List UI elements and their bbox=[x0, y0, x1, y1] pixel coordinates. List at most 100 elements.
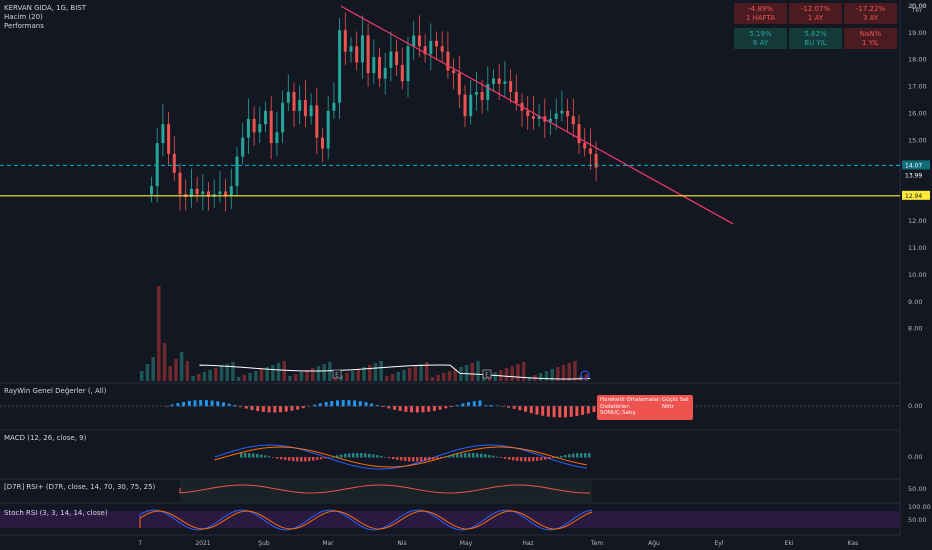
macd-histogram-bar bbox=[340, 454, 343, 458]
candle-body bbox=[383, 67, 387, 79]
raywin-bar bbox=[273, 406, 277, 413]
raywin-bar bbox=[336, 400, 339, 407]
raywin-bar bbox=[353, 400, 357, 407]
time-label-5: May bbox=[460, 540, 473, 547]
macd-histogram-bar bbox=[504, 457, 507, 459]
raywin-bar bbox=[546, 406, 550, 417]
macd-histogram-bar bbox=[556, 456, 559, 458]
macd-histogram-bar bbox=[308, 457, 311, 462]
candle-body bbox=[292, 91, 296, 111]
raywin-bar bbox=[250, 406, 254, 410]
descending-trendline bbox=[340, 5, 734, 225]
volume-bar bbox=[254, 371, 258, 381]
raywin-bar bbox=[461, 403, 465, 407]
volume-bar bbox=[550, 369, 554, 381]
perf-cell-5: NaN% 1 YIL bbox=[844, 28, 897, 49]
d7r-band bbox=[180, 480, 592, 502]
raywin-bar bbox=[410, 406, 414, 413]
candle-body bbox=[235, 156, 239, 187]
raywin-bar bbox=[324, 402, 328, 407]
raywin-bar bbox=[313, 404, 317, 407]
volume-bar bbox=[276, 363, 281, 381]
info-row2-value: Nötr bbox=[662, 403, 674, 410]
macd-histogram-bar bbox=[372, 454, 375, 458]
volume-bar bbox=[316, 366, 321, 381]
candle-body bbox=[463, 94, 467, 117]
raywin-tick: 0.00 bbox=[908, 402, 922, 410]
macd-histogram-bar bbox=[576, 453, 579, 458]
macd-histogram-bar bbox=[448, 455, 451, 458]
volume-bar bbox=[527, 377, 532, 381]
volume-bar bbox=[521, 362, 526, 381]
raywin-bar bbox=[296, 406, 300, 410]
raywin-bar bbox=[182, 401, 186, 407]
time-label-8: Ağu bbox=[648, 540, 660, 547]
raywin-bar bbox=[193, 400, 197, 407]
price-tick-12: 8.00 bbox=[908, 325, 922, 333]
perf-value: 5.82% bbox=[804, 30, 827, 38]
raywin-bar bbox=[204, 400, 208, 407]
candle-body bbox=[246, 118, 250, 138]
raywin-bar bbox=[529, 406, 533, 414]
volume-bar bbox=[311, 368, 315, 381]
raywin-bar bbox=[199, 400, 203, 407]
volume-label: Hacim (20) bbox=[4, 13, 43, 21]
macd-histogram-bar bbox=[588, 453, 591, 458]
raywin-bar bbox=[507, 406, 510, 408]
macd-histogram-bar bbox=[356, 453, 359, 458]
perf-cell-0: -4.89% 1 HAFTA bbox=[734, 3, 787, 24]
candle-body bbox=[189, 188, 193, 197]
support-price-text: 12.94 bbox=[905, 193, 922, 200]
candle-body bbox=[315, 105, 319, 138]
stoch-d-line bbox=[139, 510, 593, 530]
currency-label: TRY bbox=[911, 8, 923, 14]
macd-histogram-bar bbox=[404, 457, 407, 462]
raywin-bar bbox=[261, 406, 265, 412]
candle-body bbox=[526, 110, 530, 117]
raywin-bar bbox=[564, 406, 567, 418]
macd-histogram-bar bbox=[444, 456, 447, 458]
candle-body bbox=[355, 46, 359, 63]
volume-bar bbox=[385, 376, 389, 381]
candle-body bbox=[326, 110, 330, 149]
macd-histogram-bar bbox=[568, 454, 571, 458]
perf-value: NaN% bbox=[859, 30, 882, 38]
candle-body bbox=[298, 100, 302, 111]
candle-body bbox=[566, 110, 570, 117]
volume-bar bbox=[459, 367, 463, 381]
raywin-bar bbox=[244, 406, 248, 409]
macd-histogram-bar bbox=[388, 457, 391, 459]
current-price-text: 14.07 bbox=[905, 162, 922, 169]
raywin-bar bbox=[489, 405, 493, 407]
candle-body bbox=[155, 143, 159, 187]
candle-body bbox=[497, 78, 501, 84]
raywin-bar bbox=[341, 400, 345, 407]
candle-body bbox=[537, 116, 541, 119]
raywin-bar bbox=[364, 402, 368, 407]
macd-histogram-bar bbox=[272, 457, 275, 458]
volume-bar bbox=[179, 352, 184, 381]
candles bbox=[150, 12, 598, 212]
volume-bar bbox=[345, 373, 349, 381]
macd-histogram-bar bbox=[332, 456, 335, 458]
candle-body bbox=[480, 91, 484, 101]
macd-histogram-bar bbox=[584, 453, 587, 458]
performance-table: -4.89% 1 HAFTA -12.07% 1 AY -17.22% 3 AY 5.19%… bbox=[734, 3, 900, 52]
raywin-bar bbox=[478, 400, 482, 407]
price-tick-4: 16.00 bbox=[908, 110, 927, 118]
macd-histogram-bar bbox=[548, 457, 551, 459]
candle-body bbox=[435, 40, 438, 47]
candle-body bbox=[286, 91, 290, 103]
volume-bar bbox=[305, 370, 309, 381]
time-label-7: Tem bbox=[590, 540, 603, 547]
candle-body bbox=[560, 110, 564, 114]
raywin-bar bbox=[518, 406, 522, 411]
raywin-bar bbox=[575, 406, 579, 417]
macd-histogram-bar bbox=[240, 453, 243, 458]
candle-body bbox=[395, 51, 399, 66]
macd-histogram-bar bbox=[296, 457, 299, 462]
macd-histogram-bar bbox=[484, 454, 487, 458]
volume-bar bbox=[430, 377, 435, 381]
candle-body bbox=[412, 35, 416, 47]
